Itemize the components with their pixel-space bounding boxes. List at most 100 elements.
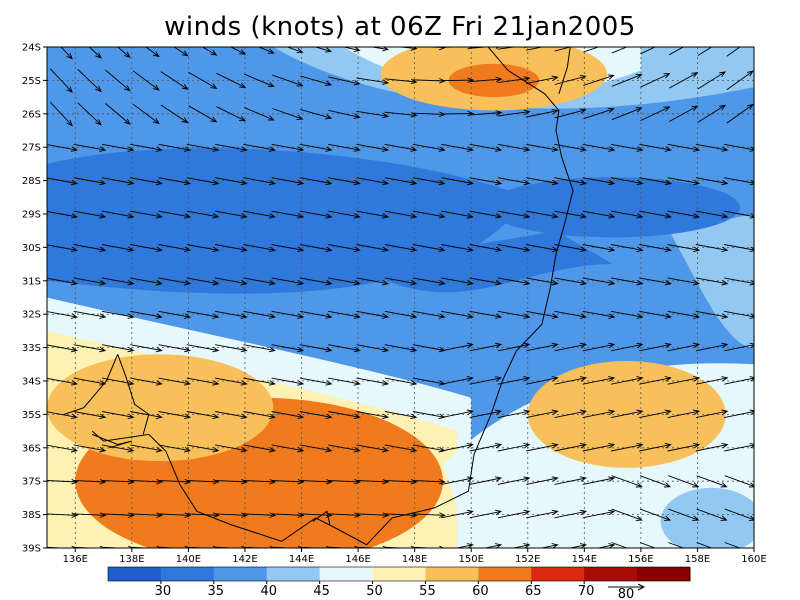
wind-vector: [299, 143, 333, 152]
wind-vector: [469, 310, 503, 319]
y-tick-label: 24S: [22, 43, 41, 54]
wind-vector: [526, 277, 559, 286]
coastline-segment: [92, 433, 132, 449]
wind-vector: [73, 310, 107, 319]
wind-vector: [299, 210, 333, 219]
wind-vector: [188, 105, 218, 123]
wind-vector: [300, 108, 333, 120]
wind-vector: [582, 143, 616, 152]
wind-vector: [726, 70, 754, 91]
x-tick-label: 158E: [685, 554, 710, 565]
wind-vector: [667, 409, 701, 419]
wind-vector: [582, 409, 616, 419]
wind-vector: [695, 342, 729, 352]
wind-speed-contour: [47, 153, 466, 275]
wind-vector: [669, 72, 699, 89]
wind-vector: [412, 512, 446, 518]
wind-vector: [356, 77, 390, 85]
wind-vector: [469, 210, 503, 219]
wind-vector: [554, 177, 588, 186]
y-tick-label: 35S: [22, 410, 41, 421]
wind-vector: [73, 143, 107, 152]
colorbar-label: 45: [313, 584, 330, 599]
y-tick-label: 33S: [22, 343, 41, 354]
y-tick-label: 27S: [22, 143, 41, 154]
wind-vector: [469, 110, 503, 116]
wind-vector: [583, 107, 615, 120]
wind-vector: [554, 376, 588, 385]
wind-vector: [526, 342, 559, 352]
wind-vector: [441, 210, 474, 219]
wind-vector: [77, 69, 102, 93]
wind-vector: [667, 342, 701, 352]
wind-vector: [299, 377, 333, 386]
wind-vector: [271, 143, 305, 152]
wind-vector: [244, 107, 275, 121]
colorbar-swatch: [372, 567, 426, 581]
wind-vector: [299, 444, 333, 453]
wind-vector: [158, 143, 192, 152]
wind-vector: [554, 244, 588, 253]
wind-vector: [554, 409, 588, 419]
wind-vector: [469, 442, 503, 452]
wind-vector: [384, 411, 418, 420]
wind-vector: [47, 277, 79, 286]
wind-vector: [384, 344, 418, 353]
wind-vector: [356, 277, 390, 286]
colorbar: 30 35 40 45 50 55 60 65 70 80: [107, 566, 691, 600]
wind-vector: [441, 143, 474, 152]
y-tick-label: 28S: [22, 176, 41, 187]
y-tick-label: 37S: [22, 477, 41, 488]
wind-vector: [667, 210, 701, 219]
colorbar-swatch: [160, 567, 215, 581]
wind-vector: [299, 545, 331, 548]
reference-vector: [608, 583, 646, 591]
wind-vector: [582, 244, 616, 253]
wind-vector: [610, 177, 644, 186]
wind-vector: [158, 411, 192, 420]
wind-vector: [695, 143, 729, 152]
wind-vector: [611, 376, 644, 385]
colorbar-label: 30: [155, 584, 172, 599]
wind-vector: [441, 310, 474, 319]
wind-vector: [611, 342, 644, 352]
wind-vector: [299, 512, 333, 518]
wind-vector: [724, 508, 754, 521]
wind-vector: [497, 76, 531, 84]
x-tick-label: 138E: [119, 554, 144, 565]
wind-vector: [695, 244, 729, 253]
lat-lon-grid: [47, 47, 754, 548]
wind-vector: [384, 210, 418, 219]
y-tick-label: 29S: [22, 210, 41, 221]
wind-vector: [286, 47, 304, 54]
wind-vector: [215, 177, 248, 186]
colorbar-label: 35: [208, 584, 225, 599]
wind-vector: [412, 277, 446, 286]
wind-vector: [47, 144, 79, 152]
wind-vector: [582, 210, 616, 219]
wind-vector: [186, 177, 220, 186]
wind-vector: [667, 442, 701, 452]
wind-vector: [145, 47, 160, 58]
wind-vector: [47, 344, 79, 353]
wind-vector: [639, 143, 672, 152]
wind-vector: [639, 310, 672, 319]
coastline-segment: [312, 510, 331, 525]
wind-vector: [341, 47, 361, 53]
wind-vector: [215, 377, 248, 386]
wind-vector: [583, 47, 600, 53]
wind-vector: [101, 344, 135, 353]
wind-vector: [49, 68, 73, 93]
wind-vector: [526, 47, 554, 51]
wind-vector: [697, 71, 727, 90]
wind-vector: [101, 310, 135, 319]
wind-vector: [611, 47, 628, 54]
x-tick-label: 150E: [458, 554, 483, 565]
wind-vector: [215, 244, 248, 253]
wind-vector: [526, 143, 559, 152]
wind-vector: [668, 542, 685, 548]
coastline-segment: [91, 47, 574, 546]
wind-vector: [356, 110, 390, 119]
wind-vector: [724, 177, 754, 186]
wind-vector: [186, 210, 220, 219]
